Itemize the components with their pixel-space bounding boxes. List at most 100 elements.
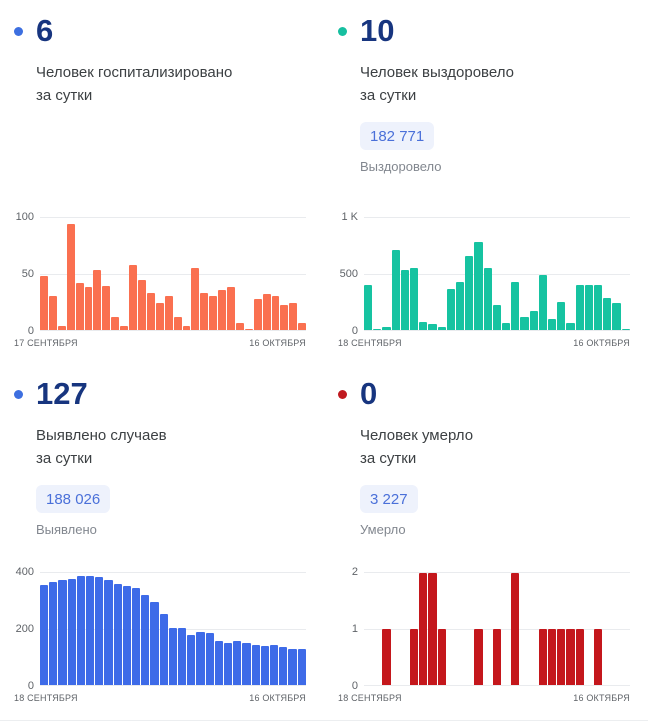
chart-bar[interactable] xyxy=(242,642,251,685)
chart-bar[interactable] xyxy=(57,325,66,330)
chart-bar[interactable] xyxy=(182,325,191,330)
chart-bar[interactable] xyxy=(548,629,557,685)
chart-bar[interactable] xyxy=(594,629,603,685)
chart-bar[interactable] xyxy=(76,576,86,685)
chart-bar[interactable] xyxy=(49,581,58,685)
chart-bar[interactable] xyxy=(584,285,594,330)
chart-bar[interactable] xyxy=(40,584,49,685)
chart-bar[interactable] xyxy=(382,326,391,330)
chart-bar[interactable] xyxy=(113,583,122,685)
chart-bar[interactable] xyxy=(120,325,129,330)
chart-bar[interactable] xyxy=(159,614,168,685)
chart-bar[interactable] xyxy=(492,304,502,330)
chart-bar[interactable] xyxy=(575,629,584,685)
chart-bar[interactable] xyxy=(538,274,548,330)
chart-bar[interactable] xyxy=(603,297,612,330)
chart-bar[interactable] xyxy=(196,631,205,685)
chart-bar[interactable] xyxy=(437,629,446,685)
chart-bar[interactable] xyxy=(289,303,298,330)
chart-bar[interactable] xyxy=(474,241,483,330)
chart-bar[interactable] xyxy=(93,269,102,330)
chart-bar[interactable] xyxy=(511,573,520,685)
chart-bar[interactable] xyxy=(621,328,630,330)
chart-bar[interactable] xyxy=(209,296,218,330)
chart-bar[interactable] xyxy=(502,323,511,330)
chart-bar[interactable] xyxy=(566,323,575,330)
chart-bar[interactable] xyxy=(253,298,262,330)
chart-bar[interactable] xyxy=(173,316,182,330)
chart-bar[interactable] xyxy=(191,268,200,330)
chart-bar[interactable] xyxy=(137,279,146,330)
chart-bar[interactable] xyxy=(233,641,242,685)
chart-bar[interactable] xyxy=(373,329,382,330)
chart-bar[interactable] xyxy=(95,576,104,685)
chart-bar[interactable] xyxy=(428,573,437,685)
chart-bar[interactable] xyxy=(67,578,76,685)
chart-bar[interactable] xyxy=(612,302,621,330)
chart-bar[interactable] xyxy=(84,287,93,330)
chart-bar[interactable] xyxy=(224,643,233,685)
chart-bar[interactable] xyxy=(102,286,111,330)
chart-bar[interactable] xyxy=(400,269,410,330)
chart-bar[interactable] xyxy=(575,285,584,330)
chart-bar[interactable] xyxy=(251,644,260,685)
chart-bar[interactable] xyxy=(428,324,437,330)
chart-bar[interactable] xyxy=(122,586,132,685)
chart-bar[interactable] xyxy=(164,296,173,330)
chart-bar[interactable] xyxy=(40,276,48,330)
chart-bar[interactable] xyxy=(297,649,306,685)
chart-bar[interactable] xyxy=(111,316,120,330)
chart-bar[interactable] xyxy=(419,321,428,330)
chart-bar[interactable] xyxy=(155,303,164,330)
chart-bar[interactable] xyxy=(104,580,113,685)
chart-bar[interactable] xyxy=(200,293,209,330)
chart-bar[interactable] xyxy=(410,267,419,330)
chart-bar[interactable] xyxy=(446,289,456,330)
chart-bar[interactable] xyxy=(419,573,428,685)
chart-bar[interactable] xyxy=(474,629,483,685)
chart-bar[interactable] xyxy=(456,281,465,330)
chart-bar[interactable] xyxy=(511,282,520,330)
chart-bar[interactable] xyxy=(214,641,224,685)
chart-bar[interactable] xyxy=(271,296,280,330)
chart-bar[interactable] xyxy=(168,627,178,685)
chart-bar[interactable] xyxy=(557,629,566,685)
chart-bar[interactable] xyxy=(298,323,307,330)
chart-bar[interactable] xyxy=(437,326,446,330)
chart-bar[interactable] xyxy=(150,602,159,685)
chart-bar[interactable] xyxy=(262,294,271,330)
chart-bar[interactable] xyxy=(129,265,137,330)
chart-bar[interactable] xyxy=(557,302,566,330)
chart-bar[interactable] xyxy=(382,629,391,685)
chart-bar[interactable] xyxy=(566,629,575,685)
chart-bar[interactable] xyxy=(391,250,400,330)
chart-bar[interactable] xyxy=(146,293,155,330)
chart-bar[interactable] xyxy=(48,296,57,330)
chart-bar[interactable] xyxy=(520,317,529,330)
chart-bar[interactable] xyxy=(280,305,289,330)
chart-bar[interactable] xyxy=(218,289,227,330)
chart-bar[interactable] xyxy=(364,285,373,330)
chart-bar[interactable] xyxy=(132,587,141,685)
chart-bar[interactable] xyxy=(187,635,196,685)
chart-bar[interactable] xyxy=(288,648,297,685)
chart-bar[interactable] xyxy=(538,629,548,685)
chart-bar[interactable] xyxy=(75,282,84,330)
chart-bar[interactable] xyxy=(260,645,270,685)
chart-bar[interactable] xyxy=(235,323,244,330)
chart-bar[interactable] xyxy=(410,629,419,685)
chart-bar[interactable] xyxy=(492,629,502,685)
chart-bar[interactable] xyxy=(483,268,492,330)
chart-bar[interactable] xyxy=(58,580,67,685)
chart-bar[interactable] xyxy=(594,285,603,330)
chart-bar[interactable] xyxy=(465,255,474,330)
chart-bar[interactable] xyxy=(141,595,150,685)
chart-bar[interactable] xyxy=(66,223,75,330)
chart-bar[interactable] xyxy=(205,632,214,685)
chart-bar[interactable] xyxy=(86,575,95,685)
chart-bar[interactable] xyxy=(279,647,288,685)
chart-bar[interactable] xyxy=(270,645,279,685)
chart-bar[interactable] xyxy=(244,328,253,330)
chart-bar[interactable] xyxy=(178,628,187,685)
chart-bar[interactable] xyxy=(548,319,557,330)
